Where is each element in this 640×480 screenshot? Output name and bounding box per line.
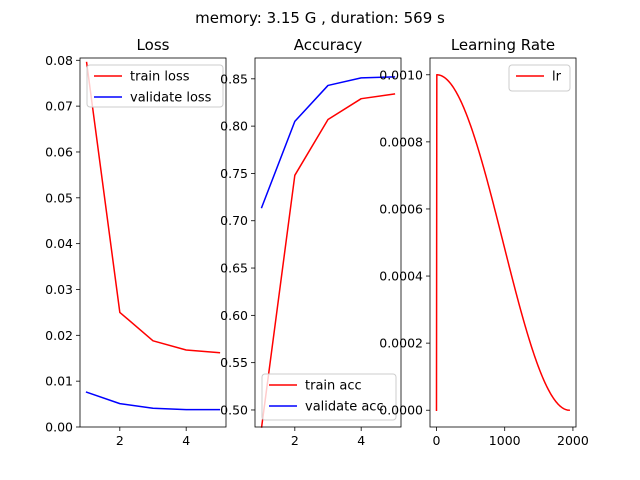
y-tick-label-accuracy: 0.85 — [220, 71, 248, 86]
legend-box-learning-rate — [508, 64, 571, 92]
series-line-accuracy-0 — [260, 93, 396, 428]
x-tick-label-learning-rate: 1000 — [489, 433, 521, 448]
y-tick-label-accuracy: 0.75 — [220, 166, 248, 181]
legend-learning-rate: lr — [508, 64, 571, 92]
y-tick-label-learning-rate: 0.0006 — [379, 201, 423, 216]
y-tick-label-learning-rate: 0.0002 — [379, 336, 423, 351]
y-tick-label-accuracy: 0.80 — [220, 119, 248, 134]
y-tick-label-loss: 0.08 — [45, 53, 73, 68]
y-tick-label-accuracy: 0.50 — [220, 402, 248, 417]
axes-container: Loss 2 4 0.00 0.01 0.02 0.03 0.04 0.05 0.06 0.07 0.… — [45, 36, 589, 448]
axes-title-loss: Loss — [137, 36, 170, 54]
figure-suptitle: memory: 3.15 G , duration: 569 s — [195, 9, 445, 27]
axes-frame-learning-rate — [429, 57, 577, 428]
y-tick-label-learning-rate: 0.0004 — [379, 269, 423, 284]
y-tick-label-learning-rate: 0.0008 — [379, 134, 423, 149]
series-line-learning-rate-0 — [435, 74, 570, 412]
legend-accuracy: train acc validate acc — [261, 373, 397, 421]
axes-title-accuracy: Accuracy — [294, 36, 363, 54]
axes-title-learning-rate: Learning Rate — [451, 36, 555, 54]
legend-loss: train loss validate loss — [86, 64, 224, 108]
series-line-loss-0 — [85, 61, 221, 354]
y-tick-label-accuracy: 0.60 — [220, 308, 248, 323]
x-tick-label-learning-rate: 0 — [433, 433, 441, 448]
axes-loss: Loss 2 4 0.00 0.01 0.02 0.03 0.04 0.05 0.06 0.07 0.… — [45, 36, 227, 448]
y-tick-label-accuracy: 0.70 — [220, 213, 248, 228]
y-tick-label-loss: 0.03 — [45, 282, 73, 297]
axes-accuracy: Accuracy 2 4 0.50 0.55 0.60 0.65 0.70 0.75 0.80 0.… — [220, 36, 402, 448]
legend-label-loss-0: train loss — [130, 70, 190, 85]
axes-frame-loss — [79, 57, 227, 428]
x-tick-label-learning-rate: 2000 — [557, 433, 589, 448]
legend-label-accuracy-0: train acc — [305, 379, 362, 394]
series-line-loss-1 — [85, 391, 221, 411]
y-tick-label-loss: 0.06 — [45, 144, 73, 159]
legend-label-accuracy-1: validate acc — [305, 400, 384, 415]
y-tick-label-loss: 0.01 — [45, 374, 73, 389]
x-tick-label-accuracy: 2 — [291, 433, 299, 448]
y-tick-label-accuracy: 0.65 — [220, 261, 248, 276]
x-tick-label-loss: 4 — [182, 433, 190, 448]
axes-learning-rate: Learning Rate 0 1000 2000 0.0000 0.0002 0.0004… — [379, 36, 589, 448]
y-tick-label-loss: 0.00 — [45, 420, 73, 435]
y-tick-label-loss: 0.04 — [45, 236, 73, 251]
series-line-accuracy-1 — [260, 76, 396, 209]
y-tick-label-learning-rate: 0.0010 — [379, 67, 423, 82]
y-tick-label-loss: 0.07 — [45, 99, 73, 114]
x-tick-label-accuracy: 4 — [357, 433, 365, 448]
y-tick-label-accuracy: 0.55 — [220, 355, 248, 370]
y-tick-label-loss: 0.02 — [45, 328, 73, 343]
legend-label-loss-1: validate loss — [130, 91, 212, 106]
y-tick-label-learning-rate: 0.0000 — [379, 403, 423, 418]
x-tick-label-loss: 2 — [116, 433, 124, 448]
axes-frame-accuracy — [254, 57, 402, 428]
legend-label-learning-rate-0: lr — [552, 70, 562, 85]
y-tick-label-loss: 0.05 — [45, 190, 73, 205]
